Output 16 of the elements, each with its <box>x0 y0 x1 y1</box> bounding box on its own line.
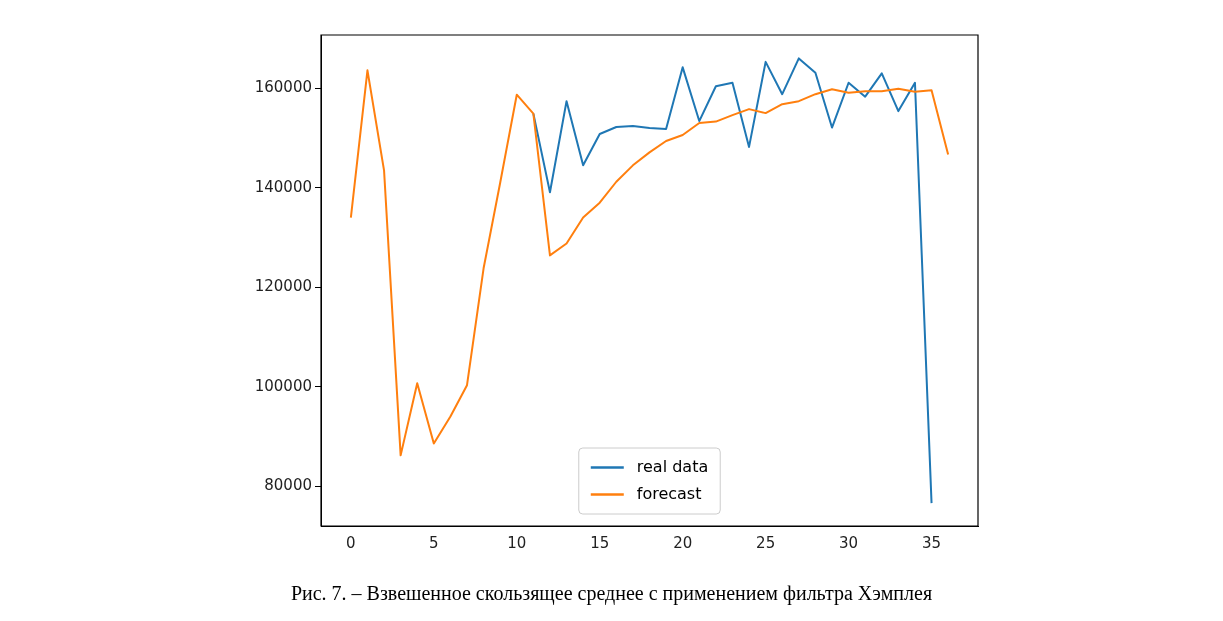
y-tick-label: 160000 <box>254 78 312 97</box>
text: Рис. 7. – Взвешенное скользящее среднее с применением фильтра Хэмплея <box>289 582 934 605</box>
x-tick-label: 5 <box>429 533 439 552</box>
x-tick-label: 25 <box>756 533 776 552</box>
y-tick-label: 80000 <box>264 476 312 495</box>
x-tick-label: 10 <box>507 533 527 552</box>
y-tick-label: 100000 <box>254 376 312 395</box>
legend-label: real data <box>636 456 709 476</box>
y-tick-label: 140000 <box>254 177 312 196</box>
legend-label: forecast <box>636 483 702 503</box>
x-tick-label: 15 <box>590 533 610 552</box>
x-tick-label: 0 <box>346 533 356 552</box>
x-tick-label: 20 <box>673 533 693 552</box>
x-tick-label: 35 <box>922 533 942 552</box>
y-tick-label: 120000 <box>254 277 312 296</box>
x-tick-label: 30 <box>839 533 859 552</box>
